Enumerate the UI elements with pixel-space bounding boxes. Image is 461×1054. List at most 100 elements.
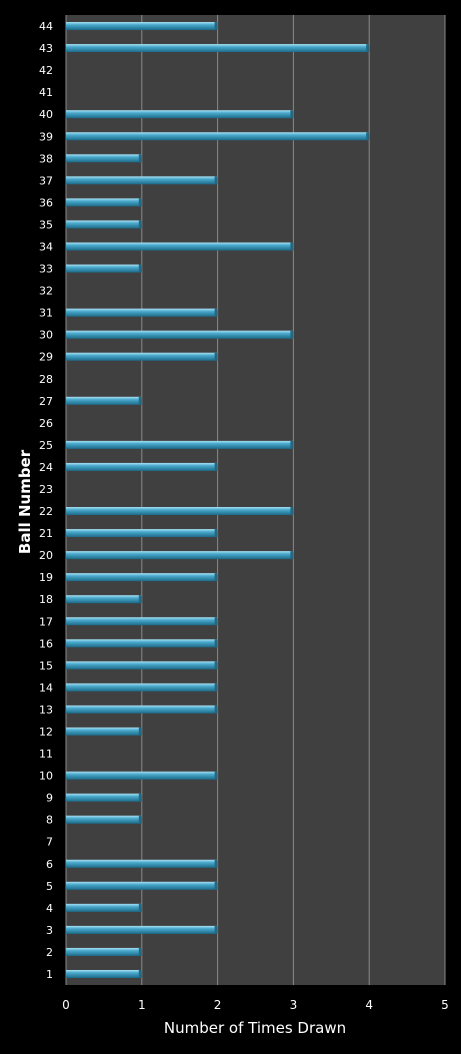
y-tick-labels: 1234567891011121314151617181920212223242… [39,20,53,981]
bar [66,793,142,802]
y-tick-label: 30 [39,329,53,342]
y-tick-label: 10 [39,770,53,783]
bar [66,595,142,604]
y-tick-label: 43 [39,42,53,55]
bar [66,727,142,736]
bar-body [66,330,294,339]
bar-body [66,661,218,670]
y-tick-label: 29 [39,351,53,364]
bar [66,661,218,670]
bar-body [66,595,142,604]
y-tick-label: 28 [39,373,53,386]
y-tick-label: 1 [46,968,53,981]
y-tick-label: 9 [46,792,53,805]
bar-end-cap [138,154,142,163]
bar-end-cap [214,573,218,582]
bar [66,242,294,251]
bar-body [66,44,370,53]
y-tick-label: 34 [39,240,53,253]
y-tick-label: 31 [39,307,53,320]
y-tick-label: 3 [46,924,53,937]
y-tick-label: 35 [39,218,53,231]
bar-end-cap [214,462,218,471]
x-tick-label: 4 [365,998,373,1012]
bar-end-cap [290,551,294,560]
y-tick-label: 18 [39,593,53,606]
bar-end-cap [214,925,218,934]
bar-body [66,110,294,119]
bar-end-cap [366,132,370,141]
bar [66,154,142,163]
bar-end-cap [214,859,218,868]
bar [66,639,218,648]
bar-body [66,264,142,273]
y-tick-label: 2 [46,946,53,959]
bar-body [66,925,218,934]
bar [66,352,218,361]
x-tick-label: 3 [290,998,298,1012]
bar-body [66,308,218,317]
x-tick-label: 0 [62,998,70,1012]
bar [66,308,218,317]
bar-body [66,22,218,31]
y-tick-label: 42 [39,64,53,77]
bar-end-cap [214,705,218,714]
bar-end-cap [290,440,294,449]
bar [66,132,370,141]
bar [66,44,370,53]
bar-end-cap [138,220,142,229]
bar [66,969,142,978]
bar [66,462,218,471]
bar-end-cap [138,947,142,956]
bar-body [66,727,142,736]
y-tick-label: 5 [46,880,53,893]
bar-end-cap [290,242,294,251]
bar-end-cap [214,308,218,317]
y-tick-label: 26 [39,417,53,430]
bar [66,551,294,560]
bar-body [66,947,142,956]
bar-end-cap [214,683,218,692]
bar-body [66,793,142,802]
bar [66,529,218,538]
bar-end-cap [214,881,218,890]
x-tick-labels: 0 1 2 3 4 5 [62,998,449,1012]
bar-end-cap [214,771,218,780]
bar [66,815,142,824]
bar-body [66,771,218,780]
y-tick-label: 25 [39,439,53,452]
bar-body [66,903,142,912]
bar [66,330,294,339]
y-tick-label: 22 [39,505,53,518]
bar [66,947,142,956]
bar [66,859,218,868]
y-tick-label: 32 [39,285,53,298]
bar-body [66,176,218,185]
bar [66,110,294,119]
bar-end-cap [214,22,218,31]
y-tick-label: 4 [46,902,53,915]
bar [66,396,142,405]
bar-end-cap [214,176,218,185]
y-tick-label: 27 [39,395,53,408]
y-tick-label: 8 [46,814,53,827]
y-tick-label: 44 [39,20,53,33]
y-tick-label: 14 [39,681,53,694]
bar-body [66,220,142,229]
bar-end-cap [214,661,218,670]
bar-body [66,440,294,449]
bar [66,881,218,890]
y-tick-label: 39 [39,130,53,143]
bar-body [66,881,218,890]
x-tick-label: 2 [214,998,222,1012]
y-tick-label: 36 [39,196,53,209]
y-tick-label: 20 [39,549,53,562]
y-tick-label: 21 [39,527,53,540]
bar-end-cap [214,639,218,648]
bar-body [66,683,218,692]
y-axis-title: Ball Number [16,449,34,554]
y-tick-label: 15 [39,659,53,672]
bar [66,683,218,692]
bar-body [66,462,218,471]
